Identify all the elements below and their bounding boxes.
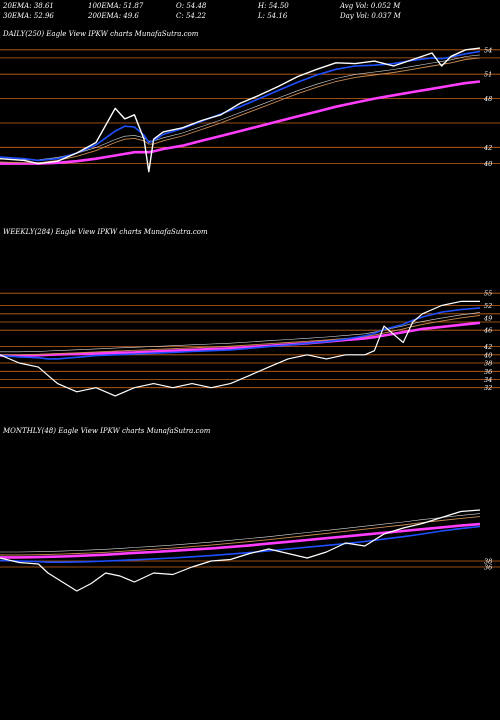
- header-200ema: 200EMA: 49.6: [88, 12, 139, 20]
- daily-panel-title: DAILY(250) Eagle View IPKW charts Munafa…: [3, 30, 199, 38]
- weekly-ema-band-line: [0, 312, 481, 353]
- weekly-ema-mid-line: [0, 314, 481, 356]
- daily-y-tick-2: 48: [483, 95, 492, 103]
- monthly-ema-fast-line: [0, 525, 481, 564]
- weekly-y-tick-2: 49: [483, 314, 492, 322]
- header-20ema: 20EMA: 38.61: [3, 2, 54, 10]
- header-close: C: 54.22: [176, 12, 206, 20]
- daily-price-line: [0, 47, 481, 173]
- daily-ema-slow-line: [0, 80, 481, 165]
- weekly-y-tick-1: 52: [484, 302, 492, 310]
- daily-y-tick-1: 51: [484, 71, 492, 79]
- header-high: H: 54.50: [258, 2, 289, 10]
- weekly-y-tick-6: 38: [484, 360, 492, 368]
- daily-y-tick-0: 54: [484, 46, 492, 54]
- header-day-vol: Day Vol: 0.037 M: [340, 12, 401, 20]
- daily-ema-fast-line: [0, 50, 481, 162]
- weekly-ema-fast-line: [0, 307, 481, 360]
- monthly-price-line: [0, 509, 481, 592]
- header-open: O: 54.48: [176, 2, 207, 10]
- daily-y-tick-4: 40: [483, 160, 492, 168]
- weekly-y-tick-0: 55: [484, 290, 492, 298]
- monthly-y-tick-1: 36: [484, 564, 492, 572]
- monthly-ema-band-line: [0, 513, 481, 553]
- weekly-y-tick-3: 46: [483, 327, 492, 335]
- daily-y-tick-3: 42: [483, 144, 492, 152]
- monthly-ema-slow-line: [0, 522, 481, 559]
- weekly-price-line: [0, 300, 480, 397]
- monthly-ema-mid-line: [0, 516, 481, 556]
- weekly-panel-title: WEEKLY(284) Eagle View IPKW charts Munaf…: [3, 228, 208, 236]
- daily-ema-mid-line: [0, 57, 481, 164]
- weekly-y-tick-8: 34: [484, 376, 492, 384]
- weekly-y-tick-7: 36: [484, 368, 492, 376]
- header-low: L: 54.16: [258, 12, 288, 20]
- monthly-panel-title: MONTHLY(48) Eagle View IPKW charts Munaf…: [3, 427, 211, 435]
- daily-ema-band-line: [0, 54, 481, 161]
- weekly-y-tick-9: 32: [484, 384, 492, 392]
- weekly-y-tick-5: 40: [483, 351, 492, 359]
- weekly-ema-slow-line: [0, 321, 481, 357]
- header-30ema: 30EMA: 52.96: [3, 12, 54, 20]
- monthly-y-tick-0: 38: [484, 558, 492, 566]
- header-100ema: 100EMA: 51.87: [88, 2, 144, 10]
- header-avg-vol: Avg Vol: 0.052 M: [340, 2, 401, 10]
- weekly-y-tick-4: 42: [483, 343, 492, 351]
